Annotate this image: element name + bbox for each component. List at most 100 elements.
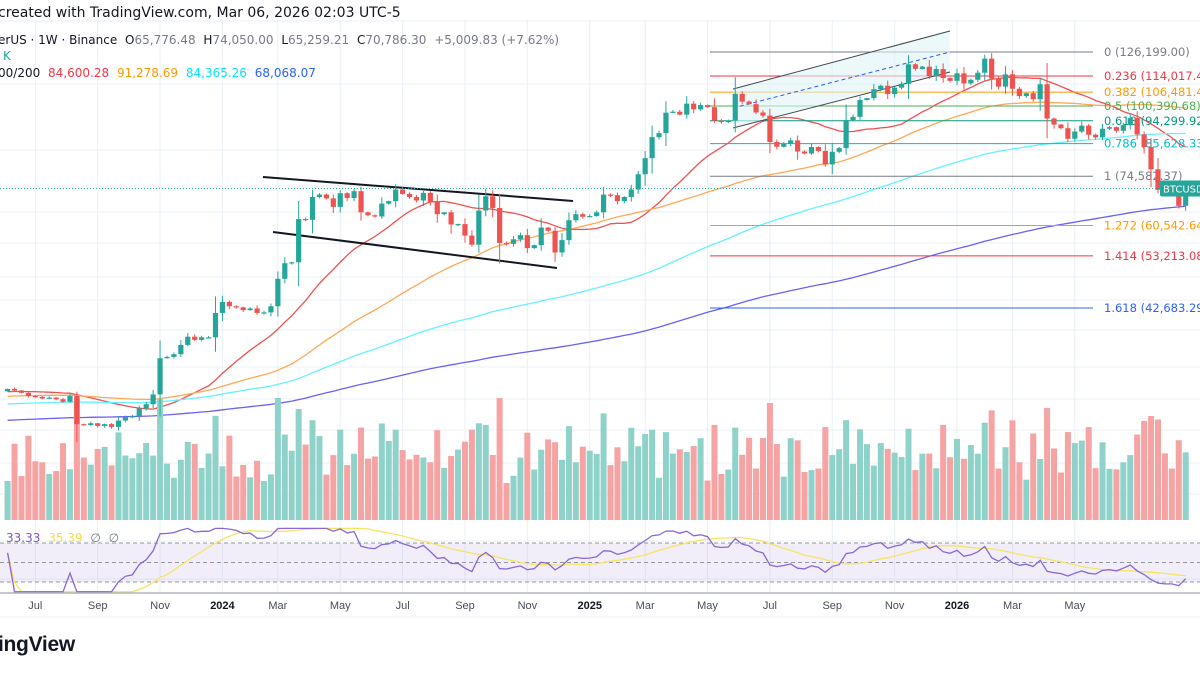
volume-bar	[489, 454, 496, 520]
volume-bar	[496, 398, 503, 520]
candle-body	[46, 397, 52, 399]
candle-body	[1009, 74, 1016, 89]
volume-bar	[919, 453, 926, 520]
candle-body	[275, 278, 281, 307]
volume-bar	[1002, 447, 1009, 520]
symbol-name: erUS · 1W · Binance	[0, 33, 118, 47]
candle-body	[60, 399, 66, 402]
candle-body	[670, 111, 676, 113]
candle-body	[1141, 134, 1147, 148]
volume-bar	[586, 450, 593, 520]
ma-line-50	[7, 101, 1186, 401]
candle-body	[462, 224, 468, 236]
price-change: +5,009.83 (+7.62%)	[434, 33, 560, 47]
volume-bar	[399, 450, 406, 520]
volume-bar	[732, 427, 739, 520]
volume-bar	[1064, 432, 1071, 520]
candle-body	[1058, 124, 1064, 129]
candle-body	[11, 388, 18, 391]
volume-bar	[455, 449, 462, 520]
candles	[5, 53, 1189, 443]
ma-line-20	[7, 76, 1186, 410]
volume-bar	[1085, 427, 1092, 520]
candle-body	[316, 194, 323, 197]
fib-level-label: 1.618 (42,683.29)	[1104, 301, 1200, 315]
candle-body	[1051, 118, 1057, 125]
candle-body	[420, 192, 426, 201]
volume-bar	[73, 398, 80, 520]
candle-body	[5, 388, 11, 392]
ohlc-open: O65,776.48	[125, 33, 196, 47]
time-tick-label: May	[697, 600, 718, 612]
candle-body	[788, 140, 794, 144]
candle-body	[905, 64, 912, 84]
candle-body	[517, 235, 524, 240]
trend-patterns[interactable]	[262, 30, 951, 269]
volume-bar	[1148, 415, 1155, 520]
volume-bar	[420, 457, 427, 520]
candle-body	[954, 73, 960, 81]
volume-bar	[281, 434, 288, 520]
volume-bar	[309, 420, 316, 520]
candle-body	[406, 193, 413, 197]
fib-extension[interactable]: 0 (126,199.00) 0.236 (114,017.47) 0.382 (1…	[710, 45, 1200, 315]
candle-body	[587, 216, 593, 218]
volume-bar	[843, 420, 850, 520]
volume-bar	[746, 437, 753, 520]
candle-body	[1127, 118, 1133, 126]
candle-body	[677, 111, 683, 115]
candle-body	[199, 337, 205, 340]
candle-body	[1134, 118, 1140, 135]
candle-body	[885, 85, 891, 95]
candle-body	[774, 142, 780, 147]
candle-body	[614, 195, 621, 202]
volume-bar	[981, 422, 988, 520]
candle-body	[635, 174, 641, 190]
ohlc-high: H74,050.00	[203, 33, 274, 47]
candle-body	[864, 98, 870, 100]
volume-bar	[1009, 420, 1016, 520]
candle-body	[309, 196, 316, 220]
fib-level-label: 0.618 (94,299.92)	[1104, 114, 1200, 128]
candle-body	[871, 89, 877, 99]
time-axis[interactable]: Jul Sep Nov 2024 Mar May Jul Sep Nov 2025 Mar May Ju…	[0, 592, 1200, 618]
volume-bar	[850, 463, 857, 520]
volume-bar	[579, 446, 586, 520]
volume-bar	[364, 458, 371, 520]
volume-bar	[413, 454, 420, 520]
candle-body	[1016, 88, 1022, 97]
volume-bar	[933, 468, 940, 520]
volume-bar	[711, 424, 718, 520]
volume-bar	[205, 453, 212, 520]
candle-body	[254, 308, 260, 313]
volume-bar	[863, 444, 870, 520]
candle-body	[427, 192, 433, 202]
volume-bar	[801, 471, 808, 520]
volume-bar	[475, 423, 482, 520]
volume-bar	[1154, 419, 1161, 520]
volume-bar	[157, 398, 164, 520]
candle-body	[656, 133, 662, 138]
volume-bar	[392, 429, 399, 520]
rising-channel-mid	[732, 51, 951, 109]
fib-level-label: 1.414 (53,213.08)	[1104, 249, 1200, 263]
candle-body	[767, 115, 773, 143]
volume-bar	[274, 398, 281, 520]
volume-bar	[323, 474, 330, 520]
time-tick-label: Mar	[268, 600, 287, 612]
volume-bar	[441, 467, 448, 520]
candle-body	[1093, 134, 1099, 138]
candle-body	[1176, 194, 1182, 206]
volume-bar	[635, 446, 642, 520]
created-with-text: created with TradingView.com, Mar 06, 20…	[0, 5, 401, 21]
candle-body	[732, 93, 738, 121]
candle-body	[434, 201, 440, 215]
candle-body	[1044, 84, 1050, 119]
time-tick-label: Nov	[885, 600, 905, 612]
volume-bar	[524, 432, 531, 520]
volume-bar	[669, 453, 676, 520]
volume-bar	[545, 439, 552, 520]
candle-body	[32, 396, 38, 398]
volume-bar	[1113, 469, 1120, 520]
